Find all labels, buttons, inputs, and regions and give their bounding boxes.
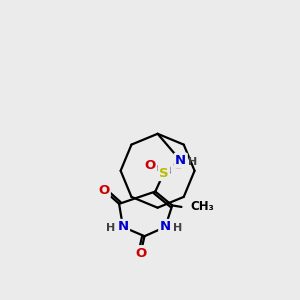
Text: N: N xyxy=(160,220,171,233)
Text: O: O xyxy=(144,159,155,172)
Text: H: H xyxy=(173,223,182,233)
Text: S: S xyxy=(159,167,169,180)
Text: CH₃: CH₃ xyxy=(191,200,214,213)
Text: O: O xyxy=(172,159,183,172)
Text: N: N xyxy=(117,220,128,233)
Text: N: N xyxy=(175,154,186,167)
Text: H: H xyxy=(188,157,198,166)
Text: O: O xyxy=(98,184,109,196)
Text: O: O xyxy=(135,247,146,260)
Text: H: H xyxy=(106,223,115,233)
